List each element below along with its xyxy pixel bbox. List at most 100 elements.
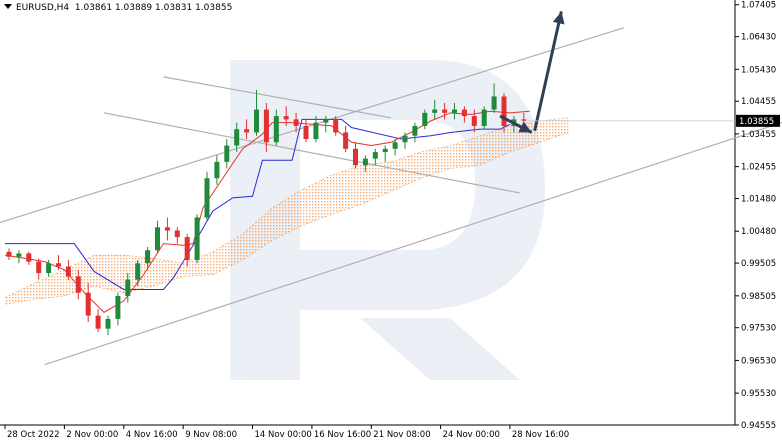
candle-body	[244, 129, 250, 133]
candle-body	[432, 109, 438, 113]
tenkan-line	[4, 110, 530, 313]
y-tick-label: 0.98505	[741, 292, 776, 302]
x-tick-label: 14 Nov 00:00	[255, 430, 312, 440]
candle-body	[362, 158, 368, 166]
candle	[392, 138, 398, 156]
candle	[362, 155, 368, 172]
y-tick-label: 1.06430	[741, 33, 776, 43]
ichimoku-lines	[4, 110, 530, 313]
kijun-line	[5, 118, 511, 290]
candle-body	[224, 145, 230, 162]
x-tick-label: 4 Nov 16:00	[126, 430, 178, 440]
candle	[343, 125, 349, 153]
candle-body	[6, 251, 12, 257]
symbol-label: EURUSD,H4	[16, 3, 70, 13]
channel-line-descending-lower	[103, 112, 520, 194]
candle	[313, 116, 319, 143]
candle-body	[36, 261, 42, 274]
channel-lines	[0, 27, 782, 366]
kumo-span-b	[4, 132, 570, 305]
candle	[16, 250, 22, 264]
candle-body	[313, 122, 319, 139]
candle-body	[481, 109, 487, 126]
candle	[204, 171, 210, 221]
candle-body	[382, 148, 388, 153]
candle-body	[442, 109, 448, 113]
candle	[402, 132, 408, 149]
price-axis: 1.07405 1.06430 1.05430 1.04455 1.03455 1.024…	[735, 1, 776, 431]
y-tick-label: 1.01480	[741, 195, 776, 205]
candle	[244, 119, 250, 139]
candle	[452, 103, 457, 120]
candle-body	[263, 109, 269, 143]
candle-body	[135, 263, 141, 280]
candle	[254, 89, 259, 136]
candle-body	[174, 230, 180, 238]
candle-body	[155, 227, 160, 251]
candle-body	[422, 112, 428, 126]
candle-body	[26, 253, 32, 262]
candle	[75, 269, 81, 300]
candle	[125, 273, 131, 303]
candle	[65, 260, 71, 280]
y-tick-label: 0.97530	[741, 324, 776, 334]
candle-body	[85, 292, 91, 316]
candle-body	[115, 295, 121, 319]
candle-body	[323, 119, 329, 123]
candle-body	[343, 132, 349, 149]
channel-line-descending-upper	[163, 76, 392, 119]
candle-body	[521, 119, 527, 121]
candle	[174, 227, 180, 244]
candle	[155, 220, 160, 254]
candle-body	[194, 217, 200, 261]
candles	[6, 83, 527, 336]
candle	[273, 109, 279, 146]
candle-body	[501, 96, 507, 126]
x-tick-label: 16 Nov 16:00	[314, 430, 371, 440]
candle	[135, 260, 141, 287]
candle	[461, 106, 467, 123]
candle	[491, 83, 497, 113]
candle	[293, 112, 299, 133]
candle-body	[184, 237, 190, 261]
candle	[471, 109, 477, 133]
candle-body	[303, 125, 309, 139]
candle	[432, 99, 438, 120]
dropdown-triangle-icon[interactable]	[4, 4, 12, 9]
candle	[145, 246, 151, 270]
channel-line-lower-rising	[44, 121, 782, 366]
candle	[422, 109, 428, 130]
candle-body	[353, 148, 358, 166]
current-price-box	[736, 114, 780, 127]
candle-body	[452, 109, 457, 113]
candle	[184, 233, 190, 267]
y-tick-label: 0.95530	[741, 389, 776, 399]
candle-body	[402, 135, 408, 143]
candle-body	[254, 109, 259, 133]
candle	[234, 122, 240, 153]
y-tick-label: 0.96530	[741, 356, 776, 366]
y-tick-label: 1.00480	[741, 227, 776, 237]
up-arrow-icon	[533, 11, 565, 132]
candle	[95, 309, 101, 332]
candle-body	[412, 125, 418, 136]
candle-body	[46, 263, 52, 274]
candle-body	[392, 142, 398, 149]
y-tick-label: 0.94555	[741, 421, 776, 431]
x-tick-label: 28 Nov 16:00	[512, 430, 569, 440]
candle-body	[16, 253, 22, 257]
candle-body	[214, 161, 220, 179]
current-price-text: 1.03855	[739, 117, 774, 127]
candle	[36, 258, 42, 280]
candle-body	[283, 116, 289, 120]
ohlc-values: 1.03861 1.03889 1.03831 1.03855	[74, 3, 233, 13]
candle	[26, 251, 32, 265]
candle-body	[461, 109, 467, 117]
candle	[382, 145, 388, 162]
x-tick-label: 9 Nov 08:00	[185, 430, 237, 440]
candle-body	[293, 119, 299, 126]
candle-body	[204, 178, 210, 218]
candle	[353, 142, 358, 169]
candle	[481, 106, 487, 130]
